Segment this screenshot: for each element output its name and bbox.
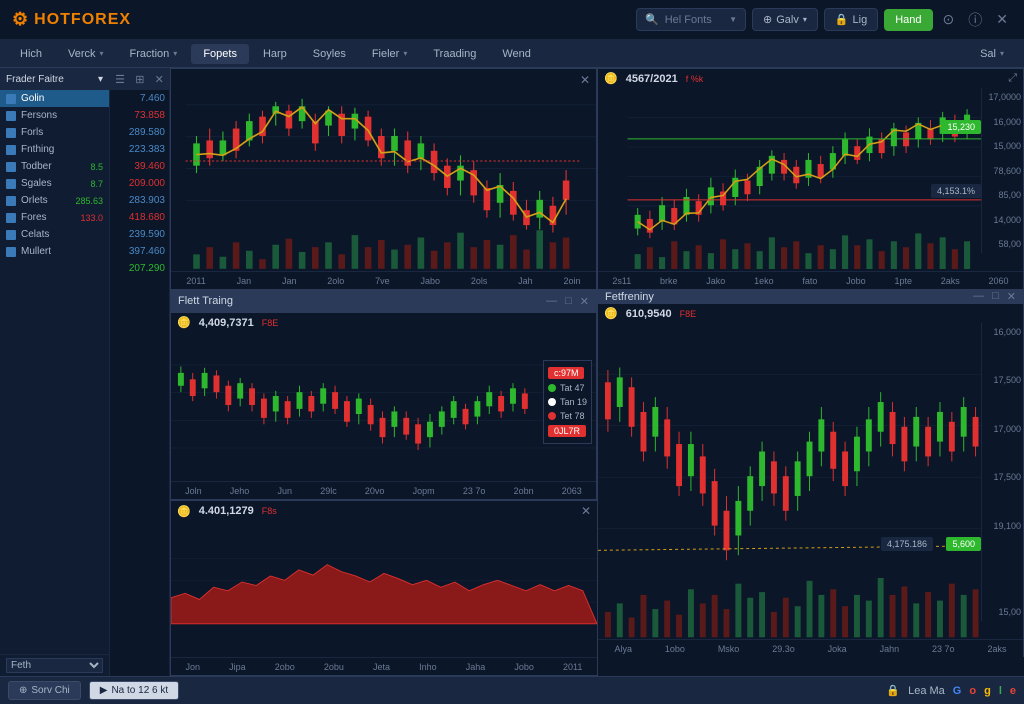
sidebar-item[interactable]: Sgales8.7 <box>0 175 109 192</box>
maximize-icon[interactable]: □ <box>992 290 999 303</box>
menu-item-soyles[interactable]: Soyles <box>301 44 358 64</box>
sidebar-item[interactable]: Fersons <box>0 107 109 124</box>
menubar: HichVerck▾Fraction▾FopetsHarpSoylesFiele… <box>0 40 1024 68</box>
price-value: 418.680 <box>110 209 169 226</box>
hand-button[interactable]: Hand <box>884 9 932 31</box>
expand-icon[interactable]: ⤢ <box>1008 72 1017 85</box>
price-value: 239.590 <box>110 226 169 243</box>
price-value: 223.383 <box>110 141 169 158</box>
chart-mid-right: 🪙 610,9540 F8E 16,00017,50017,00017,5001… <box>597 303 1024 657</box>
coin-icon: 🪙 <box>604 72 618 85</box>
sidebar-item[interactable]: Orlets285.63 <box>0 192 109 209</box>
menu-item-traading[interactable]: Traading <box>421 44 488 64</box>
menu-item-fopets[interactable]: Fopets <box>191 44 249 64</box>
play-icon: ▶ <box>100 685 108 696</box>
price-badge: 5,600 <box>946 537 981 551</box>
sidebar-item[interactable]: Mullert <box>0 243 109 260</box>
price-value: 7.460 <box>110 90 169 107</box>
chevron-down-icon: ▼ <box>729 15 737 24</box>
price-value: 397.460 <box>110 243 169 260</box>
panel-header-left: Flett Traing —□✕ <box>170 290 597 312</box>
chart-symbol: 4,409,7371 <box>199 317 254 329</box>
menu-item-wend[interactable]: Wend <box>490 44 543 64</box>
price-value: 209.000 <box>110 175 169 192</box>
footer: ⊕Sorv Chi ▶Na to 12 6 kt 🔒 Lea Ma Gogle <box>0 676 1024 704</box>
price-value: 207.290 <box>110 260 169 277</box>
maximize-icon[interactable]: □ <box>565 295 572 308</box>
price-tab-3[interactable]: ✕ <box>155 73 164 86</box>
price-column: ☰ ⊞ ✕ 7.46073.858289.580223.38339.460209… <box>110 68 170 676</box>
lock-icon: 🔒 <box>835 13 849 26</box>
sidebar-header[interactable]: Frader Faitre ▾ <box>0 68 109 90</box>
sidebar-item[interactable]: Fores133.0 <box>0 209 109 226</box>
gallery-button[interactable]: ⊕Galv▾ <box>752 8 818 31</box>
coin-icon: 🪙 <box>177 505 191 518</box>
google-logo: G <box>953 685 962 697</box>
footer-btn-2[interactable]: ▶Na to 12 6 kt <box>89 681 179 700</box>
logo-icon: ⚙ <box>12 9 28 30</box>
price-badge: 15,230 <box>941 120 981 134</box>
price-value: 289.580 <box>110 124 169 141</box>
chart-symbol: 4.401,1279 <box>199 505 254 517</box>
logo[interactable]: ⚙ HOTFOREX <box>12 9 131 30</box>
lock-icon: 🔒 <box>886 684 900 697</box>
menu-item-harp[interactable]: Harp <box>251 44 299 64</box>
sidebar-item[interactable]: Celats <box>0 226 109 243</box>
sidebar: Frader Faitre ▾ GolinFersonsForlsFnthing… <box>0 68 110 676</box>
menu-item-fieler[interactable]: Fieler▾ <box>360 44 420 64</box>
price-tab-2[interactable]: ⊞ <box>135 73 144 86</box>
play-icon: ⊕ <box>19 685 27 696</box>
minimize-icon[interactable]: — <box>546 295 557 308</box>
sidebar-item[interactable]: Forls <box>0 124 109 141</box>
price-value: 73.858 <box>110 107 169 124</box>
lig-button[interactable]: 🔒Lig <box>824 8 878 31</box>
search-input[interactable]: 🔍 Hel Fonts ▼ <box>636 8 746 31</box>
sidebar-item[interactable]: Golin <box>0 90 109 107</box>
chart-legend: c:97MTat 47Tan 19Tet 780JL7R <box>543 360 592 444</box>
settings-icon[interactable]: ⊙ <box>939 11 959 28</box>
logo-text: HOTFOREX <box>34 11 131 29</box>
chevron-down-icon: ▾ <box>98 74 103 85</box>
menu-right[interactable]: Sal▾ <box>968 44 1016 64</box>
sidebar-select[interactable]: Feth <box>6 658 103 673</box>
close-icon[interactable]: ✕ <box>581 504 591 518</box>
close-icon[interactable]: ✕ <box>992 11 1012 28</box>
search-icon: 🔍 <box>645 13 659 26</box>
price-value: 283.903 <box>110 192 169 209</box>
footer-status: Lea Ma <box>908 685 945 697</box>
sidebar-item[interactable]: Fnthing <box>0 141 109 158</box>
chart-bot-left: 🪙 4.401,1279 F8s ✕ JonJipa2obo2obuJetaIn… <box>170 500 598 676</box>
menu-item-verck[interactable]: Verck▾ <box>56 44 116 64</box>
user-icon: ⊕ <box>763 13 772 26</box>
panel-header-right: Fetfreniny —□✕ <box>597 290 1024 303</box>
chart-top-left: ✕ 2011JanJan2olo7veJabo2olsJah2oin <box>170 68 597 290</box>
price-line-label: 4,153.1% <box>931 184 981 198</box>
info-icon[interactable]: ⓘ <box>964 10 986 30</box>
price-value: 39.460 <box>110 158 169 175</box>
coin-icon: 🪙 <box>604 307 618 320</box>
menu-item-hich[interactable]: Hich <box>8 44 54 64</box>
sidebar-footer: Feth <box>0 654 109 676</box>
close-icon[interactable]: ✕ <box>1007 290 1016 303</box>
coin-icon: 🪙 <box>177 316 191 329</box>
minimize-icon[interactable]: — <box>973 290 984 303</box>
sidebar-item[interactable]: Todber8.5 <box>0 158 109 175</box>
chart-mid-left: 🪙 4,409,7371 F8E c:97MTat 47Tan 19Tet 78… <box>170 312 597 500</box>
chart-symbol: 4567/2021 <box>626 73 678 85</box>
price-tab-1[interactable]: ☰ <box>115 73 125 86</box>
chart-symbol: 610,9540 <box>626 308 672 320</box>
chart-top-right: 🪙 4567/2021 f %k ⤢ 17,000016,00015,00078… <box>597 68 1024 290</box>
menu-item-fraction[interactable]: Fraction▾ <box>118 44 190 64</box>
footer-btn-1[interactable]: ⊕Sorv Chi <box>8 681 81 700</box>
close-icon[interactable]: ✕ <box>580 295 589 308</box>
